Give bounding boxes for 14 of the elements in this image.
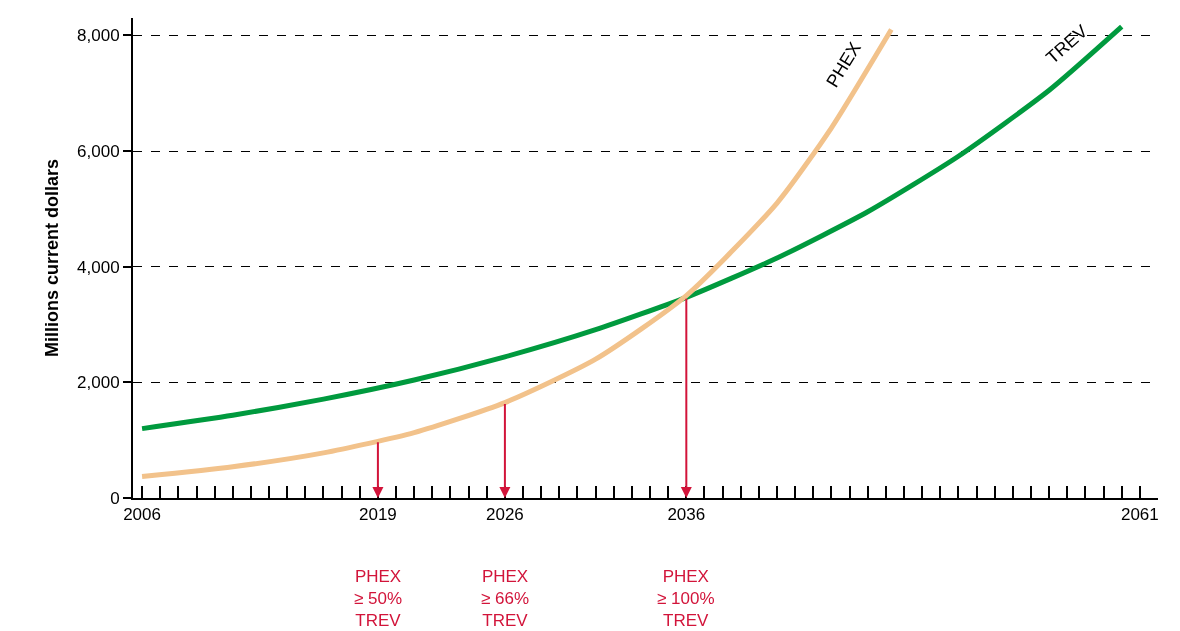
x-tick-label: 2061 xyxy=(1120,505,1159,525)
ref-line-label: PHEX ≥ 100% TREV xyxy=(657,567,715,631)
x-tick-label: 2006 xyxy=(123,505,161,525)
ref-line-label: PHEX ≥ 66% TREV xyxy=(481,567,530,631)
x-tick-label: 2019 xyxy=(359,505,397,525)
y-axis-title: Millions current dollars xyxy=(41,158,62,358)
x-tick-label: 2036 xyxy=(667,505,706,525)
y-tick-label: 4,000 xyxy=(77,257,120,277)
y-tick-label: 8,000 xyxy=(77,26,120,46)
y-tick-label: 6,000 xyxy=(77,141,120,161)
y-tick-label: 0 xyxy=(110,488,120,508)
ref-line-label: PHEX ≥ 50% TREV xyxy=(354,567,403,631)
x-tick-label: 2026 xyxy=(485,505,524,525)
y-tick-label: 2,000 xyxy=(77,373,120,393)
